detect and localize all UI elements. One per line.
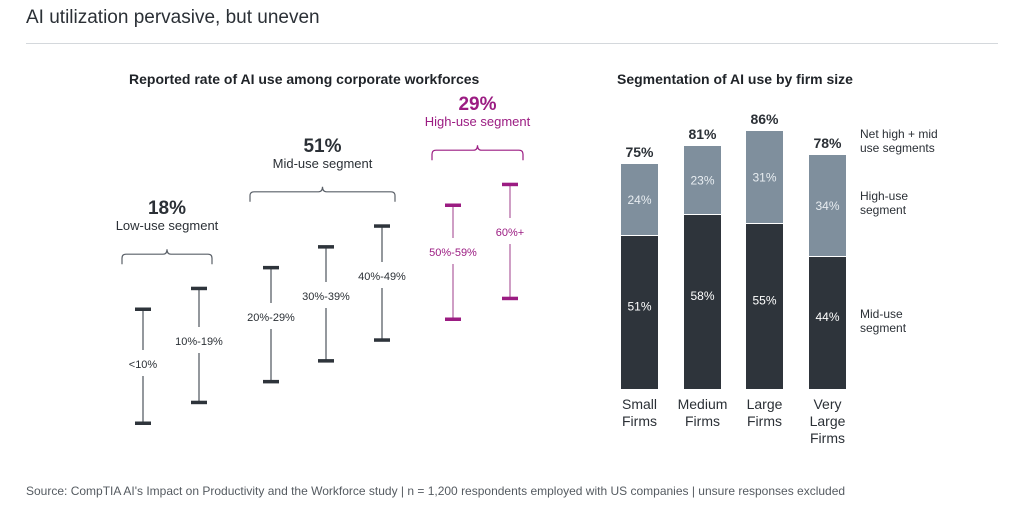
range-cap-bottom xyxy=(318,359,334,363)
range-cap-bottom xyxy=(263,379,279,384)
category-label: Very xyxy=(813,396,841,412)
category-label: Medium xyxy=(678,396,728,412)
category-label: Firms xyxy=(747,413,782,429)
legend-label: use segments xyxy=(860,141,935,155)
range-cap-top xyxy=(374,224,390,228)
page-title: AI utilization pervasive, but uneven xyxy=(26,7,320,28)
segment-value: 29% xyxy=(458,94,496,115)
bar-mid-use xyxy=(684,215,721,389)
range-cap-bottom xyxy=(135,421,151,425)
range-label: 60%+ xyxy=(496,227,524,239)
range-cap-bottom xyxy=(445,317,461,321)
bar-high-value: 31% xyxy=(752,171,776,185)
category-label: Large xyxy=(810,413,846,429)
segment-name: High-use segment xyxy=(425,114,531,129)
legend-label: Mid-use xyxy=(860,307,903,321)
legend-label: segment xyxy=(860,203,907,217)
range-label: 20%-29% xyxy=(247,312,295,324)
bar-mid-use xyxy=(621,236,658,389)
bar-high-value: 24% xyxy=(627,193,651,207)
legend-label: segment xyxy=(860,321,907,335)
segment-bracket xyxy=(121,249,213,265)
segment-bracket xyxy=(249,186,396,202)
bar-high-use xyxy=(621,164,658,235)
bar-mid-use xyxy=(746,224,783,389)
bar-mid-value: 51% xyxy=(627,300,651,314)
source-note: Source: CompTIA AI's Impact on Productiv… xyxy=(26,484,846,498)
range-cap-top xyxy=(502,182,518,187)
bar-high-use xyxy=(809,155,846,256)
category-label: Firms xyxy=(685,413,720,429)
bar-total: 75% xyxy=(625,144,654,160)
bar-mid-value: 58% xyxy=(690,289,714,303)
range-cap-top xyxy=(263,265,279,270)
range-cap-bottom xyxy=(374,338,390,342)
title-divider xyxy=(26,43,998,44)
range-cap-top xyxy=(445,203,461,207)
range-label: <10% xyxy=(129,359,158,371)
segment-value: 51% xyxy=(303,136,341,157)
category-label: Firms xyxy=(810,430,845,446)
range-label: 30%-39% xyxy=(302,291,350,303)
legend-label: Net high + mid xyxy=(860,127,938,141)
bar-total: 86% xyxy=(750,111,779,127)
segment-name: Low-use segment xyxy=(116,218,219,233)
segment-value: 18% xyxy=(148,198,186,219)
bar-mid-value: 55% xyxy=(752,294,776,308)
range-label: 40%-49% xyxy=(358,271,406,283)
category-label: Firms xyxy=(622,413,657,429)
range-cap-top xyxy=(135,307,151,311)
range-chart-title: Reported rate of AI use among corporate … xyxy=(129,71,480,87)
bar-high-value: 34% xyxy=(815,199,839,213)
range-cap-top xyxy=(191,286,207,291)
range-cap-bottom xyxy=(502,296,518,301)
bar-total: 81% xyxy=(688,126,717,142)
category-label: Small xyxy=(622,396,657,412)
bar-total: 78% xyxy=(813,135,842,151)
range-cap-bottom xyxy=(191,400,207,405)
bar-high-use xyxy=(684,146,721,214)
bar-mid-value: 44% xyxy=(815,310,839,324)
range-label: 50%-59% xyxy=(429,247,477,259)
bar-high-use xyxy=(746,131,783,223)
range-cap-top xyxy=(318,245,334,249)
range-label: 10%-19% xyxy=(175,336,223,348)
legend-label: High-use xyxy=(860,189,908,203)
segment-bracket xyxy=(431,145,524,161)
bar-high-value: 23% xyxy=(690,174,714,188)
bar-mid-use xyxy=(809,257,846,389)
bar-chart-title: Segmentation of AI use by firm size xyxy=(617,71,853,87)
segment-name: Mid-use segment xyxy=(273,156,373,171)
category-label: Large xyxy=(747,396,783,412)
